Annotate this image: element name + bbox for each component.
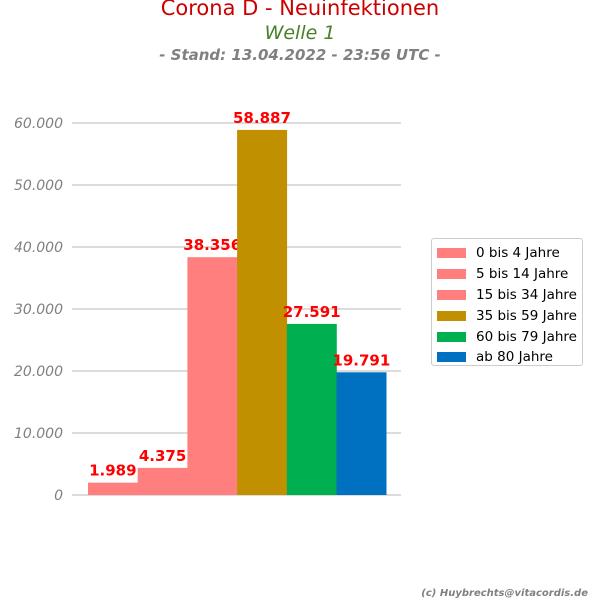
legend-swatch	[437, 352, 466, 363]
legend-swatch	[437, 289, 466, 300]
chart-subtitle: Welle 1	[264, 22, 336, 44]
legend-label: ab 80 Jahre	[476, 349, 553, 366]
legend-item: 15 bis 34 Jahre	[437, 285, 582, 306]
legend-swatch	[437, 331, 466, 342]
legend-label: 0 bis 4 Jahre	[476, 245, 560, 262]
legend-item: 60 bis 79 Jahre	[437, 326, 582, 347]
bar	[187, 257, 238, 495]
data-label: 19.791	[332, 351, 390, 369]
y-tick-label: 20.000	[14, 364, 63, 380]
legend-swatch	[437, 269, 466, 280]
data-label: 38.356	[183, 236, 241, 254]
chart-legend: 0 bis 4 Jahre 5 bis 14 Jahre 15 bis 34 Jah…	[431, 238, 583, 366]
data-label: 58.887	[233, 109, 291, 127]
y-tick-label: 50.000	[14, 178, 63, 194]
legend-swatch	[437, 248, 466, 259]
legend-item: 0 bis 4 Jahre	[437, 243, 582, 264]
data-label: 1.989	[89, 462, 136, 480]
credit-text: (c) Huybrechts@vitacordis.de	[421, 588, 588, 599]
y-tick-label: 10.000	[14, 426, 63, 442]
y-tick-label: 0	[54, 488, 63, 504]
bar	[237, 129, 288, 495]
legend-item: 5 bis 14 Jahre	[437, 264, 582, 285]
y-tick-label: 60.000	[14, 116, 63, 132]
y-tick-label: 40.000	[14, 240, 63, 256]
legend-label: 5 bis 14 Jahre	[476, 266, 569, 283]
legend-item: 35 bis 59 Jahre	[437, 305, 582, 326]
data-label: 27.591	[283, 303, 341, 321]
data-label: 4.375	[139, 447, 186, 465]
chart-timestamp: - Stand: 13.04.2022 - 23:56 UTC -	[159, 46, 441, 64]
legend-label: 15 bis 34 Jahre	[476, 286, 577, 303]
legend-swatch	[437, 310, 466, 321]
bar	[137, 467, 188, 495]
chart-title: Corona D - Neuinfektionen	[160, 0, 440, 20]
legend-label: 60 bis 79 Jahre	[476, 328, 577, 345]
y-tick-label: 30.000	[14, 302, 63, 318]
legend-item: ab 80 Jahre	[437, 347, 582, 368]
legend-label: 35 bis 59 Jahre	[476, 307, 577, 324]
bar	[286, 323, 337, 495]
bar	[88, 482, 138, 495]
bar	[336, 372, 387, 495]
